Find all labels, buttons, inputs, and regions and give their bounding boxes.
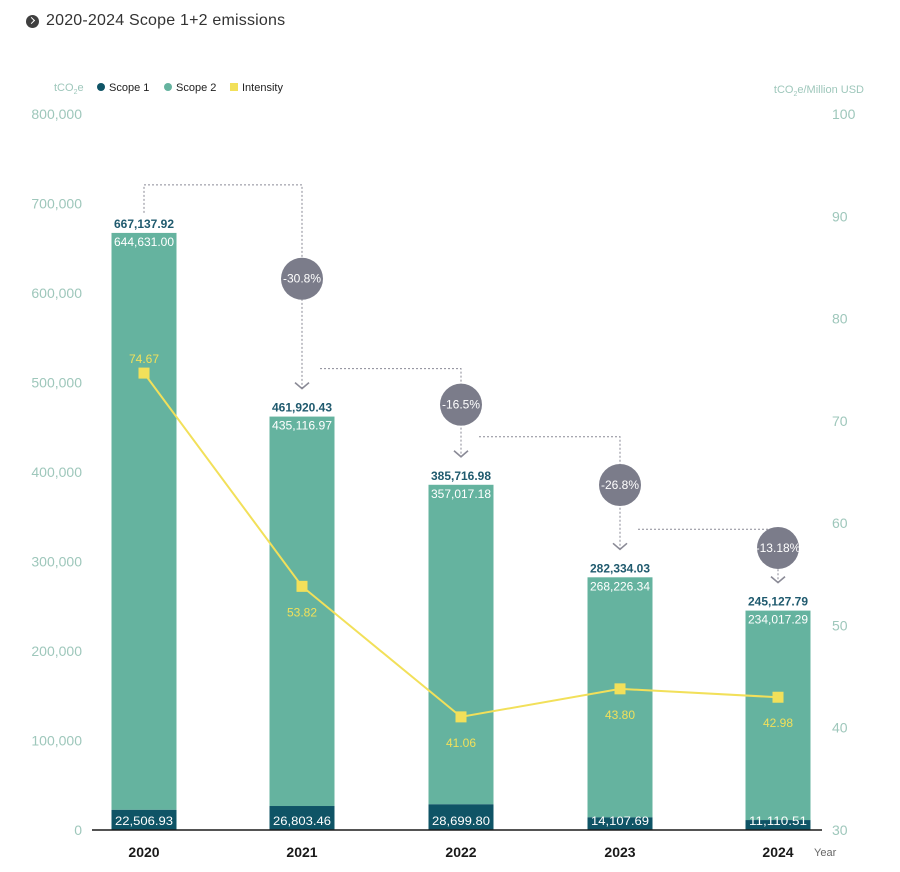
bar-scope1 xyxy=(269,806,335,830)
right-tick-label: 50 xyxy=(832,617,848,633)
legend-label-1: Scope 1 xyxy=(109,82,149,94)
right-tick-label: 80 xyxy=(832,311,848,327)
legend: tCO2e Scope 1 Scope 2 Intensity tCO2e/Millio… xyxy=(54,82,864,98)
intensity-point xyxy=(614,683,626,695)
legend-swatch-3 xyxy=(230,83,238,91)
total-label: 461,920.43 xyxy=(272,401,332,415)
left-tick-label: 400,000 xyxy=(31,464,82,480)
left-tick-label: 600,000 xyxy=(31,285,82,301)
legend-label-2: Scope 2 xyxy=(176,82,216,94)
total-label: 282,334.03 xyxy=(590,561,650,575)
scope1-label: 14,107.69 xyxy=(591,814,649,828)
scope1-label: 28,699.80 xyxy=(432,814,490,828)
x-tick-label: 2021 xyxy=(286,844,317,860)
scope2-label: 234,017.29 xyxy=(748,613,808,627)
intensity-point xyxy=(455,711,467,723)
right-tick-label: 90 xyxy=(832,208,848,224)
change-connector: -16.5% xyxy=(320,368,482,458)
scope2-label: 644,631.00 xyxy=(114,235,174,249)
left-tick-label: 800,000 xyxy=(31,106,82,122)
change-bubble xyxy=(757,526,799,569)
bar-scope2 xyxy=(428,484,494,805)
connector-line xyxy=(479,436,621,550)
connector-line xyxy=(320,368,462,457)
connector-line xyxy=(638,528,779,583)
bar-scope2 xyxy=(111,232,177,810)
chart-title: 2020-2024 Scope 1+2 emissions xyxy=(46,12,286,29)
left-tick-label: 200,000 xyxy=(31,643,82,659)
chevron-down-icon xyxy=(770,576,786,584)
change-label: -30.8% xyxy=(283,272,321,286)
x-tick-label: 2023 xyxy=(604,844,635,860)
scope1-label: 26,803.46 xyxy=(273,814,331,828)
change-label: -13.18% xyxy=(756,541,801,555)
legend-swatch-1 xyxy=(97,83,105,91)
connector-line xyxy=(143,184,303,389)
scope1-label: 22,506.93 xyxy=(115,814,173,828)
intensity-point xyxy=(138,367,150,379)
intensity-label: 42.98 xyxy=(763,716,793,730)
intensity-label: 43.80 xyxy=(605,708,635,722)
change-bubble xyxy=(281,257,323,300)
x-axis-label: Year xyxy=(814,847,837,859)
bar-scope1 xyxy=(745,820,811,830)
right-axis-unit: tCO2e/Million USD xyxy=(774,84,864,98)
bar-scope2 xyxy=(587,577,653,818)
intensity-point xyxy=(296,580,308,592)
scope2-label: 268,226.34 xyxy=(590,579,650,593)
change-bubble xyxy=(599,464,641,507)
intensity-label: 53.82 xyxy=(287,605,317,619)
change-connector: -30.8% xyxy=(143,184,323,390)
left-tick-label: 100,000 xyxy=(31,733,82,749)
x-tick-label: 2020 xyxy=(128,844,159,860)
intensity-label: 74.67 xyxy=(129,352,159,366)
intensity-point xyxy=(772,691,784,703)
chevron-down-icon xyxy=(612,542,628,551)
change-bubble xyxy=(440,383,482,426)
left-tick-label: 300,000 xyxy=(31,554,82,570)
left-axis-unit: tCO2e xyxy=(54,82,84,96)
right-tick-label: 30 xyxy=(832,822,848,838)
left-tick-label: 700,000 xyxy=(31,196,82,212)
right-tick-label: 40 xyxy=(832,720,848,736)
total-label: 245,127.79 xyxy=(748,595,808,609)
total-label: 667,137.92 xyxy=(114,217,174,231)
scope2-label: 357,017.18 xyxy=(431,487,491,501)
chevron-right-icon xyxy=(26,14,39,28)
change-connector: -13.18% xyxy=(638,526,801,584)
change-connector: -26.8% xyxy=(479,436,641,551)
scope1-label: 11,110.51 xyxy=(749,814,807,828)
bar-scope1 xyxy=(428,804,494,830)
chevron-down-icon xyxy=(294,381,310,390)
total-label: 385,716.98 xyxy=(431,469,491,483)
right-tick-label: 100 xyxy=(832,106,856,122)
change-label: -16.5% xyxy=(442,398,480,412)
change-label: -26.8% xyxy=(601,478,639,492)
right-tick-label: 60 xyxy=(832,515,848,531)
bar-scope1 xyxy=(111,809,177,830)
legend-label-3: Intensity xyxy=(242,82,283,94)
legend-swatch-2 xyxy=(164,83,172,91)
left-tick-label: 0 xyxy=(74,822,82,838)
left-tick-label: 500,000 xyxy=(31,375,82,391)
x-tick-label: 2022 xyxy=(445,844,476,860)
bar-scope2 xyxy=(745,610,811,821)
bar-scope1 xyxy=(587,817,653,830)
right-tick-label: 70 xyxy=(832,413,848,429)
chevron-down-icon xyxy=(453,450,469,458)
scope2-label: 435,116.97 xyxy=(272,419,332,433)
x-tick-label: 2024 xyxy=(762,844,793,860)
chart-title-row: 2020-2024 Scope 1+2 emissions xyxy=(26,12,285,30)
intensity-label: 41.06 xyxy=(446,736,476,750)
bar-scope2 xyxy=(269,416,335,807)
